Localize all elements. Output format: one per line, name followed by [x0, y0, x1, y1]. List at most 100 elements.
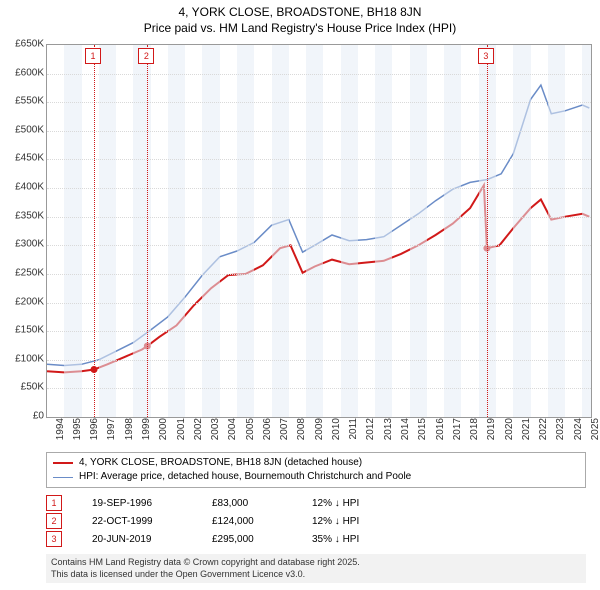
x-axis-label: 1999: [141, 418, 152, 448]
year-band: [548, 45, 565, 417]
x-axis-label: 2002: [193, 418, 204, 448]
year-band: [444, 45, 461, 417]
legend-swatch: [53, 462, 73, 464]
event-date: 22-OCT-1999: [92, 516, 212, 527]
event-vline: [147, 45, 148, 417]
x-axis-label: 2025: [590, 418, 600, 448]
copyright: Contains HM Land Registry data © Crown c…: [46, 554, 586, 583]
year-band: [202, 45, 219, 417]
chart-container: 4, YORK CLOSE, BROADSTONE, BH18 8JN Pric…: [0, 0, 600, 590]
copyright-line: This data is licensed under the Open Gov…: [51, 569, 581, 581]
x-axis-label: 2022: [538, 418, 549, 448]
event-vline: [487, 45, 488, 417]
x-axis-label: 2014: [400, 418, 411, 448]
gridline: [47, 159, 591, 160]
y-axis-label: £550K: [0, 96, 44, 107]
y-axis-label: £650K: [0, 39, 44, 50]
year-band: [64, 45, 81, 417]
x-axis-label: 2024: [573, 418, 584, 448]
event-price: £295,000: [212, 534, 312, 545]
chart-subtitle: Price paid vs. HM Land Registry's House …: [0, 21, 600, 37]
event-table: 119-SEP-1996£83,00012% ↓ HPI222-OCT-1999…: [46, 494, 432, 548]
y-axis-label: £150K: [0, 325, 44, 336]
event-diff: 35% ↓ HPI: [312, 534, 432, 545]
year-band: [168, 45, 185, 417]
y-axis-label: £450K: [0, 153, 44, 164]
y-axis-label: £500K: [0, 124, 44, 135]
gridline: [47, 303, 591, 304]
event-diff: 12% ↓ HPI: [312, 498, 432, 509]
chart-title: 4, YORK CLOSE, BROADSTONE, BH18 8JN: [0, 5, 600, 21]
event-vline: [94, 45, 95, 417]
year-band: [410, 45, 427, 417]
y-axis-label: £200K: [0, 296, 44, 307]
event-marker-box: 1: [85, 48, 101, 64]
x-axis-label: 2006: [262, 418, 273, 448]
event-row: 3 20-JUN-2019£295,00035% ↓ HPI: [46, 530, 432, 548]
y-axis-label: £50K: [0, 382, 44, 393]
year-band: [272, 45, 289, 417]
gridline: [47, 388, 591, 389]
legend: 4, YORK CLOSE, BROADSTONE, BH18 8JN (det…: [46, 452, 586, 488]
event-date: 20-JUN-2019: [92, 534, 212, 545]
event-number-box: 1: [46, 495, 62, 511]
gridline: [47, 217, 591, 218]
event-price: £124,000: [212, 516, 312, 527]
year-band: [582, 45, 591, 417]
x-axis-label: 2013: [383, 418, 394, 448]
y-axis-label: £400K: [0, 182, 44, 193]
x-axis-label: 2015: [417, 418, 428, 448]
x-axis-label: 2010: [331, 418, 342, 448]
year-band: [375, 45, 392, 417]
gridline: [47, 188, 591, 189]
x-axis-label: 2004: [227, 418, 238, 448]
x-axis-label: 2008: [296, 418, 307, 448]
x-axis-label: 2019: [486, 418, 497, 448]
event-diff: 12% ↓ HPI: [312, 516, 432, 527]
event-number-box: 2: [46, 513, 62, 529]
title-block: 4, YORK CLOSE, BROADSTONE, BH18 8JN Pric…: [0, 0, 600, 36]
year-band: [99, 45, 116, 417]
event-number-box: 3: [46, 531, 62, 547]
x-axis-label: 2012: [365, 418, 376, 448]
gridline: [47, 102, 591, 103]
x-axis-label: 1998: [124, 418, 135, 448]
gridline: [47, 331, 591, 332]
x-axis-label: 2023: [555, 418, 566, 448]
x-axis-label: 2021: [521, 418, 532, 448]
y-axis-label: £250K: [0, 267, 44, 278]
legend-label: 4, YORK CLOSE, BROADSTONE, BH18 8JN (det…: [79, 456, 362, 470]
event-row: 119-SEP-1996£83,00012% ↓ HPI: [46, 494, 432, 512]
legend-row: HPI: Average price, detached house, Bour…: [53, 470, 579, 484]
legend-label: HPI: Average price, detached house, Bour…: [79, 470, 411, 484]
x-axis-label: 1994: [55, 418, 66, 448]
year-band: [306, 45, 323, 417]
event-price: £83,000: [212, 498, 312, 509]
x-axis-label: 2000: [158, 418, 169, 448]
x-axis-label: 2020: [504, 418, 515, 448]
year-band: [513, 45, 530, 417]
x-axis-label: 2001: [176, 418, 187, 448]
x-axis-label: 1996: [89, 418, 100, 448]
x-axis-label: 2009: [314, 418, 325, 448]
y-axis-label: £350K: [0, 210, 44, 221]
event-marker-box: 2: [138, 48, 154, 64]
x-axis-label: 2005: [245, 418, 256, 448]
x-axis-label: 1995: [72, 418, 83, 448]
gridline: [47, 245, 591, 246]
y-axis-label: £100K: [0, 353, 44, 364]
x-axis-label: 2016: [435, 418, 446, 448]
gridline: [47, 274, 591, 275]
event-marker-box: 3: [478, 48, 494, 64]
copyright-line: Contains HM Land Registry data © Crown c…: [51, 557, 581, 569]
y-axis-label: £0: [0, 411, 44, 422]
x-axis-label: 2017: [452, 418, 463, 448]
x-axis-label: 2018: [469, 418, 480, 448]
x-axis-label: 1997: [106, 418, 117, 448]
x-axis-label: 2011: [348, 418, 359, 448]
legend-row: 4, YORK CLOSE, BROADSTONE, BH18 8JN (det…: [53, 456, 579, 470]
y-axis-label: £300K: [0, 239, 44, 250]
gridline: [47, 74, 591, 75]
x-axis-label: 2007: [279, 418, 290, 448]
plot-area: [46, 44, 592, 418]
